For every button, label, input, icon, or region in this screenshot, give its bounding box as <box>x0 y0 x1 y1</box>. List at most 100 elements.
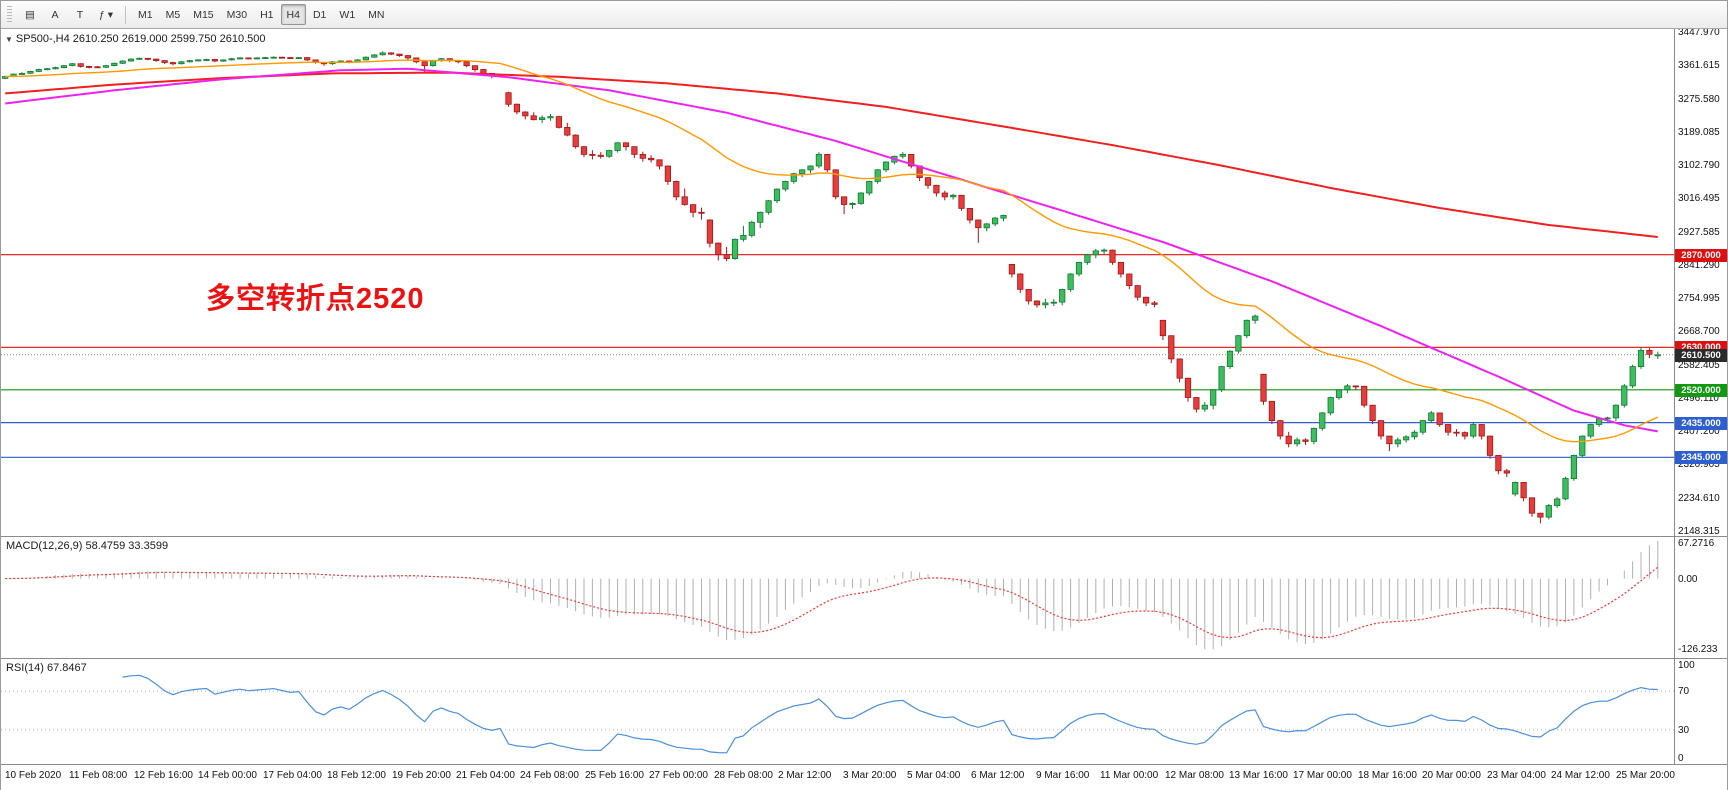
arrow-tool-button[interactable]: A <box>43 4 67 25</box>
price-tick-label: 2754.995 <box>1678 293 1720 304</box>
time-label: 12 Feb 16:00 <box>134 770 193 781</box>
time-label: 24 Feb 08:00 <box>520 770 579 781</box>
price-tick-label: 2668.700 <box>1678 326 1720 337</box>
time-label: 27 Feb 00:00 <box>649 770 708 781</box>
time-label: 23 Mar 04:00 <box>1487 770 1546 781</box>
indicators-button[interactable]: ƒ ▾ <box>93 4 119 25</box>
macd-values: 58.4759 33.3599 <box>85 540 169 552</box>
price-tick-label: 3275.580 <box>1678 94 1720 105</box>
collapse-arrow-icon[interactable]: ▼ <box>5 35 13 44</box>
price-tag-2870.000: 2870.000 <box>1675 249 1727 262</box>
time-label: 10 Feb 2020 <box>5 770 62 781</box>
time-label: 20 Mar 00:00 <box>1422 770 1481 781</box>
timeframe-m15-button[interactable]: M15 <box>187 4 219 25</box>
price-tick-label: 2927.585 <box>1678 227 1720 238</box>
macd-histogram <box>13 540 1659 650</box>
time-label: 24 Mar 12:00 <box>1551 770 1610 781</box>
time-label: 2 Mar 12:00 <box>778 770 832 781</box>
rsi-value: 67.8467 <box>46 662 87 674</box>
price-tag-2435.000: 2435.000 <box>1675 417 1727 430</box>
price-tick-label: 2148.315 <box>1678 526 1720 537</box>
rsi-axis[interactable]: 100 70 30 0 <box>1674 659 1727 764</box>
price-axis[interactable]: 3447.970 3361.615 3275.580 3189.085 3102.790… <box>1674 29 1727 536</box>
price-tick-label: 2582.405 <box>1678 360 1720 371</box>
timeframe-mn-button[interactable]: MN <box>362 4 390 25</box>
price-chart-panel[interactable]: 3447.970 3361.615 3275.580 3189.085 3102.790… <box>1 29 1727 537</box>
macd-title: MACD(12,26,9) <box>6 540 83 552</box>
timeframe-group: M1 M5 M15 M30 H1 H4 D1 W1 MN <box>132 4 390 25</box>
price-tick-label: 3016.495 <box>1678 193 1720 204</box>
time-label: 17 Feb 04:00 <box>263 770 322 781</box>
time-label: 13 Mar 16:00 <box>1229 770 1288 781</box>
price-tick-label: 3447.970 <box>1678 29 1720 38</box>
time-label: 25 Mar 20:00 <box>1616 770 1675 781</box>
time-label: 21 Feb 04:00 <box>456 770 515 781</box>
toolbar-separator <box>125 5 127 24</box>
ma-orange-fast <box>5 59 1659 443</box>
price-tick-label: 3102.790 <box>1678 160 1720 171</box>
rsi-plot[interactable] <box>1 659 1676 764</box>
timeframe-d1-button[interactable]: D1 <box>307 4 332 25</box>
chart-annotation-text[interactable]: 多空转折点2520 <box>206 283 425 315</box>
timeframe-m5-button[interactable]: M5 <box>160 4 187 25</box>
time-label: 11 Mar 00:00 <box>1100 770 1159 781</box>
price-tick-label: 2496.110 <box>1678 393 1719 404</box>
toolbar-grip[interactable] <box>7 5 12 24</box>
candlesticks <box>2 51 1661 524</box>
symbol-ohlc-label: ▼ SP500-,H4 2610.250 2619.000 2599.750 26… <box>5 33 265 45</box>
time-label: 6 Mar 12:00 <box>971 770 1025 781</box>
price-tick-label: 2841.290 <box>1678 260 1720 271</box>
timeframe-w1-button[interactable]: W1 <box>333 4 361 25</box>
symbol-ohlc-text: SP500-,H4 2610.250 2619.000 2599.750 261… <box>15 33 266 45</box>
macd-tick-label: -126.233 <box>1678 644 1718 655</box>
rsi-tick-label: 70 <box>1678 686 1690 697</box>
chart-window-button[interactable]: ▤ <box>18 4 42 25</box>
macd-tick-label: 67.2716 <box>1678 538 1715 549</box>
rsi-tick-label: 100 <box>1678 660 1695 671</box>
rsi-line <box>122 674 1658 754</box>
rsi-tick-label: 30 <box>1678 725 1690 736</box>
price-tick-label: 2234.610 <box>1678 493 1720 504</box>
price-tag-2345.000: 2345.000 <box>1675 451 1727 464</box>
macd-panel[interactable]: 67.2716 0.00 -126.233 MACD(12,26,9) 58.475… <box>1 537 1727 659</box>
ma-red-slow <box>5 71 1658 238</box>
time-label: 5 Mar 04:00 <box>907 770 961 781</box>
time-label: 18 Feb 12:00 <box>327 770 386 781</box>
macd-signal-line <box>5 566 1659 639</box>
timeframe-h1-button[interactable]: H1 <box>254 4 279 25</box>
timeframe-m30-button[interactable]: M30 <box>221 4 253 25</box>
macd-tick-label: 0.00 <box>1678 574 1698 585</box>
current-price-tag: 2610.500 <box>1675 349 1727 362</box>
rsi-panel[interactable]: 100 70 30 0 RSI(14) 67.8467 <box>1 659 1727 765</box>
macd-plot[interactable] <box>1 537 1676 658</box>
time-axis[interactable]: 10 Feb 2020 11 Feb 08:00 12 Feb 16:00 14 Fe… <box>1 765 1727 790</box>
time-label: 12 Mar 08:00 <box>1165 770 1224 781</box>
rsi-tick-label: 0 <box>1678 753 1684 764</box>
time-label: 19 Feb 20:00 <box>392 770 451 781</box>
rsi-title: RSI(14) <box>6 662 44 674</box>
time-label: 28 Feb 08:00 <box>714 770 773 781</box>
time-label: 9 Mar 16:00 <box>1036 770 1090 781</box>
price-tick-label: 3189.085 <box>1678 127 1720 138</box>
price-chart-plot[interactable] <box>1 29 1676 536</box>
price-tick-label: 2407.200 <box>1678 426 1720 437</box>
price-tick-label: 2320.905 <box>1678 459 1720 470</box>
time-label: 3 Mar 20:00 <box>843 770 897 781</box>
ma-magenta-medium <box>5 67 1658 433</box>
time-label: 17 Mar 00:00 <box>1293 770 1352 781</box>
macd-label: MACD(12,26,9) 58.4759 33.3599 <box>6 540 168 552</box>
time-label: 11 Feb 08:00 <box>69 770 128 781</box>
rsi-label: RSI(14) 67.8467 <box>6 662 87 674</box>
time-label: 25 Feb 16:00 <box>585 770 644 781</box>
timeframe-m1-button[interactable]: M1 <box>132 4 159 25</box>
text-tool-button[interactable]: T <box>68 4 92 25</box>
time-label: 18 Mar 16:00 <box>1358 770 1417 781</box>
macd-axis[interactable]: 67.2716 0.00 -126.233 <box>1674 537 1727 658</box>
timeframe-h4-button[interactable]: H4 <box>280 4 306 25</box>
price-tick-label: 3361.615 <box>1678 60 1720 71</box>
time-label: 14 Feb 00:00 <box>198 770 257 781</box>
price-tag-2520.000: 2520.000 <box>1675 384 1727 397</box>
